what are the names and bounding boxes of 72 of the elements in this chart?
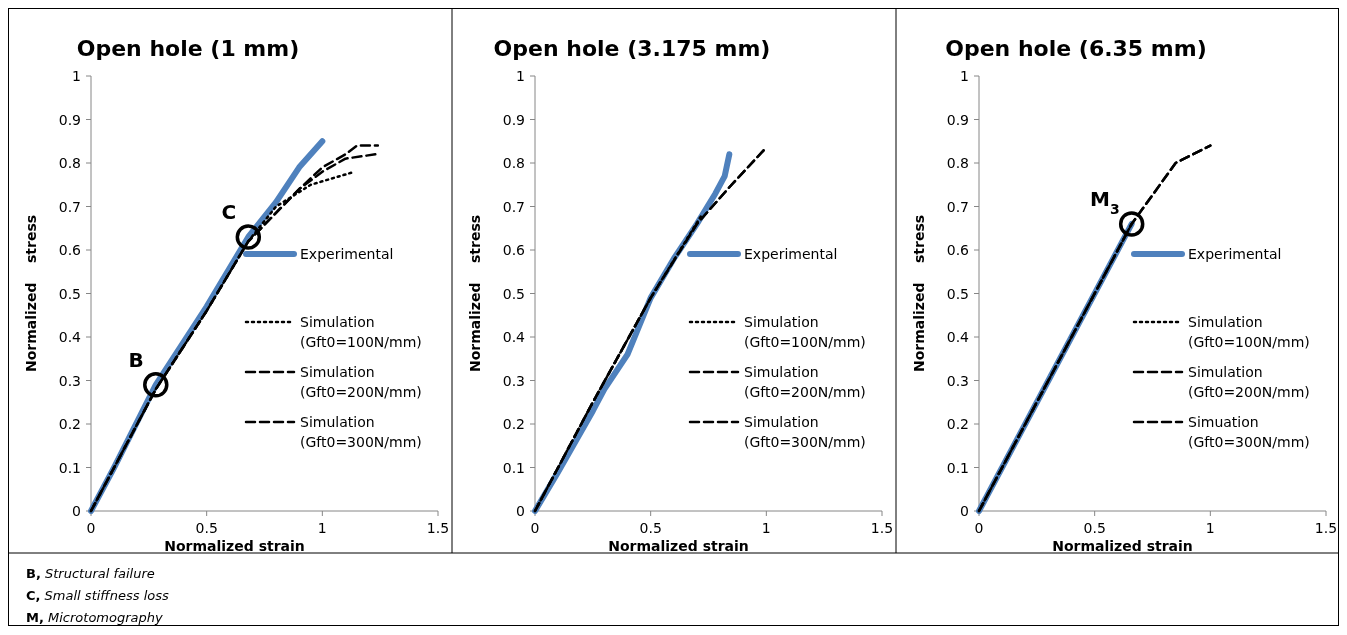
y-tick-label: 0 <box>72 503 81 519</box>
y-tick-label: 0.8 <box>58 155 81 171</box>
legend-label: Experimental <box>300 246 394 262</box>
y-tick-label: 0.9 <box>58 111 81 128</box>
y-tick-label: 0.8 <box>946 155 969 171</box>
chart-title: Open hole (3.175 mm) <box>493 36 771 61</box>
x-tick-label: 0.5 <box>195 520 218 536</box>
x-tick-label: 0 <box>86 520 96 536</box>
x-tick-label: 1.5 <box>1314 520 1338 536</box>
y-tick-label: 0.7 <box>502 198 525 215</box>
y-tick-label: 0.2 <box>946 416 969 432</box>
y-tick-label: 0.6 <box>502 242 526 258</box>
y-tick-label: 0.2 <box>58 416 81 432</box>
y-tick-label: 0.5 <box>946 285 969 302</box>
y-tick-label: 0.1 <box>502 459 525 476</box>
y-tick-label: 0.5 <box>502 285 525 302</box>
legend-label: Simulation (Gft0=100N/mm) <box>744 314 866 350</box>
y-tick-label: 1 <box>960 68 969 84</box>
y-axis-title: Normalized stress <box>467 214 483 373</box>
legend-label: Simulation (Gft0=200N/mm) <box>744 364 866 400</box>
x-tick-label: 1 <box>1205 520 1215 536</box>
legend-label: Simulation (Gft0=200N/mm) <box>300 364 422 400</box>
y-tick-label: 0.7 <box>58 198 81 215</box>
legend-label: Simulation (Gft0=200N/mm) <box>1188 364 1310 400</box>
y-tick-label: 0.7 <box>946 198 969 215</box>
y-tick-label: 0.8 <box>502 155 525 171</box>
x-tick-label: 0 <box>530 520 540 536</box>
x-tick-label: 0 <box>974 520 984 536</box>
y-tick-label: 0.3 <box>502 372 525 389</box>
y-tick-label: 0.6 <box>58 242 82 258</box>
y-tick-label: 1 <box>516 68 525 84</box>
x-axis-title: Normalized strain <box>1052 538 1193 554</box>
text: B, Structural failure <box>26 566 155 581</box>
y-tick-label: 0 <box>960 503 969 519</box>
text: M, Microtomography <box>26 610 163 625</box>
y-tick-label: 0.4 <box>502 329 526 345</box>
x-tick-label: 1.5 <box>870 520 894 536</box>
y-tick-label: 0.1 <box>58 459 81 476</box>
y-axis-title: Normalized stress <box>23 214 39 373</box>
legend-label: Simulation (Gft0=300N/mm) <box>744 414 866 450</box>
x-tick-label: 0.5 <box>639 520 662 536</box>
annotation: B <box>128 347 144 372</box>
y-axis-title: Normalized stress <box>911 214 927 373</box>
y-tick-label: 0.1 <box>946 459 969 476</box>
x-tick-label: 1 <box>317 520 327 536</box>
y-tick-label: 0.4 <box>58 329 82 345</box>
y-tick-label: 0.3 <box>946 372 969 389</box>
y-tick-label: 0.5 <box>58 285 81 302</box>
legend-label: Simulation (Gft0=100N/mm) <box>1188 314 1310 350</box>
y-tick-label: 0.2 <box>502 416 525 432</box>
legend-label: Experimental <box>744 246 838 262</box>
x-tick-label: 1.5 <box>426 520 450 536</box>
x-axis-title: Normalized strain <box>608 538 749 554</box>
chart-title: Open hole (1 mm) <box>76 36 300 61</box>
text: C, Small stiffness loss <box>26 588 169 603</box>
annotation: C <box>221 199 237 224</box>
y-tick-label: 1 <box>72 68 81 84</box>
legend-label: Simulation (Gft0=100N/mm) <box>300 314 422 350</box>
legend-label: Simulation (Gft0=300N/mm) <box>300 414 422 450</box>
x-tick-label: 1 <box>761 520 771 536</box>
y-tick-label: 0 <box>516 503 525 519</box>
y-tick-label: 0.4 <box>946 329 970 345</box>
legend-label: Experimental <box>1188 246 1282 262</box>
annotation: M$_{3}$ <box>1090 186 1120 217</box>
x-tick-label: 0.5 <box>1083 520 1106 536</box>
y-tick-label: 0.3 <box>58 372 81 389</box>
y-tick-label: 0.9 <box>502 111 525 128</box>
legend-label: Simuation (Gft0=300N/mm) <box>1188 414 1310 450</box>
y-tick-label: 0.6 <box>946 242 970 258</box>
chart-title: Open hole (6.35 mm) <box>945 36 1207 61</box>
x-axis-title: Normalized strain <box>164 538 305 554</box>
y-tick-label: 0.9 <box>946 111 969 128</box>
